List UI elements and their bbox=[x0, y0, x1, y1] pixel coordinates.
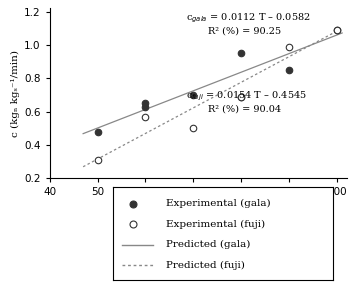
X-axis label: Temperature (°): Temperature (°) bbox=[150, 203, 246, 216]
Point bbox=[335, 28, 340, 32]
Point bbox=[239, 51, 244, 56]
Point bbox=[335, 28, 340, 32]
Point bbox=[286, 68, 292, 72]
Point bbox=[143, 104, 148, 109]
Y-axis label: c (kgₙ kgₛ⁻¹/min): c (kgₙ kgₛ⁻¹/min) bbox=[11, 50, 20, 137]
Point bbox=[143, 114, 148, 119]
Point bbox=[95, 129, 100, 134]
Point bbox=[190, 126, 196, 131]
Point bbox=[190, 93, 196, 97]
Point bbox=[239, 95, 244, 99]
Point bbox=[239, 95, 244, 99]
Text: Predicted (fuji): Predicted (fuji) bbox=[166, 261, 245, 270]
Point bbox=[143, 101, 148, 106]
Text: c$_{gala}$ = 0.0112 T – 0.0582
       R² (%) = 90.25: c$_{gala}$ = 0.0112 T – 0.0582 R² (%) = … bbox=[186, 12, 311, 36]
Text: Experimental (gala): Experimental (gala) bbox=[166, 199, 270, 208]
Point bbox=[286, 44, 292, 49]
Point bbox=[95, 158, 100, 162]
Text: c$_{fuji}$ = 0.0154 T – 0.4545
       R² (%) = 90.04: c$_{fuji}$ = 0.0154 T – 0.4545 R² (%) = … bbox=[186, 90, 307, 114]
Text: Experimental (fuji): Experimental (fuji) bbox=[166, 220, 265, 229]
Text: Predicted (gala): Predicted (gala) bbox=[166, 240, 250, 249]
